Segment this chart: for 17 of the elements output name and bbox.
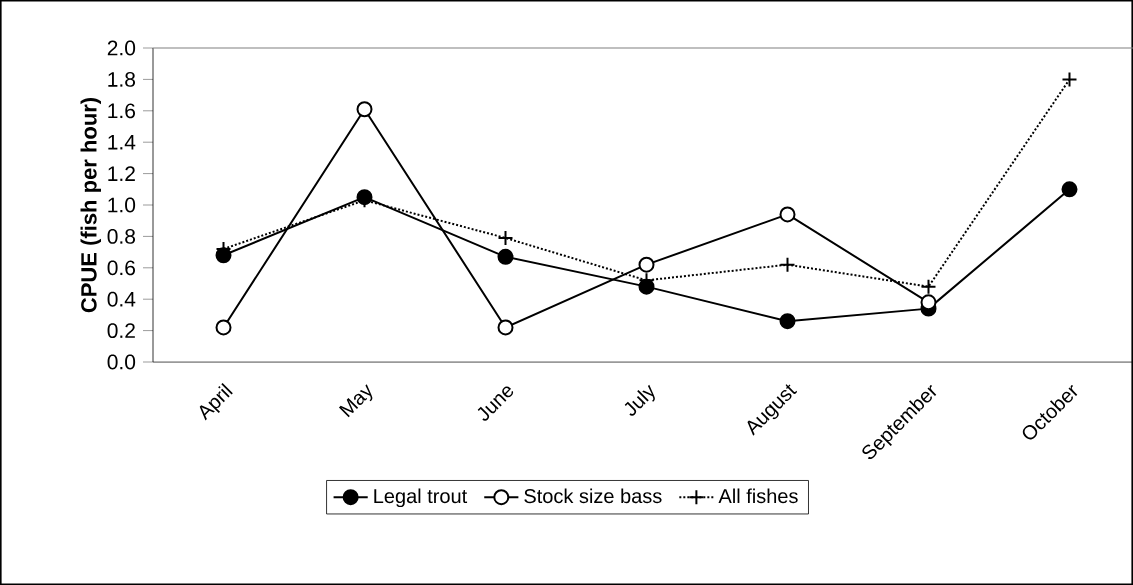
y-tick-label: 1.2 [108, 166, 135, 181]
y-tick-label: 0.8 [107, 228, 136, 244]
y-tick-label: 1.6 [108, 103, 136, 119]
legend-label: Legal trout [374, 488, 468, 508]
y-axis-title: CPUE (fish per hour) [80, 97, 101, 313]
y-tick-label: 0.0 [107, 354, 136, 370]
y-tick-label: 0.4 [107, 291, 136, 307]
y-tick-label: 0.6 [107, 260, 136, 276]
legend-label: Stock size bass [524, 488, 662, 504]
y-tick-label: 1.4 [108, 135, 136, 150]
legend-label: All fishes [718, 488, 798, 504]
y-tick-label: 2.0 [107, 40, 136, 56]
y-tick-label: 1.8 [108, 71, 136, 87]
x-tick-label: May [338, 384, 373, 418]
y-tick-label: 0.2 [107, 323, 135, 339]
y-tick-label: 1.0 [108, 197, 136, 213]
x-tick-label: July [624, 384, 655, 416]
